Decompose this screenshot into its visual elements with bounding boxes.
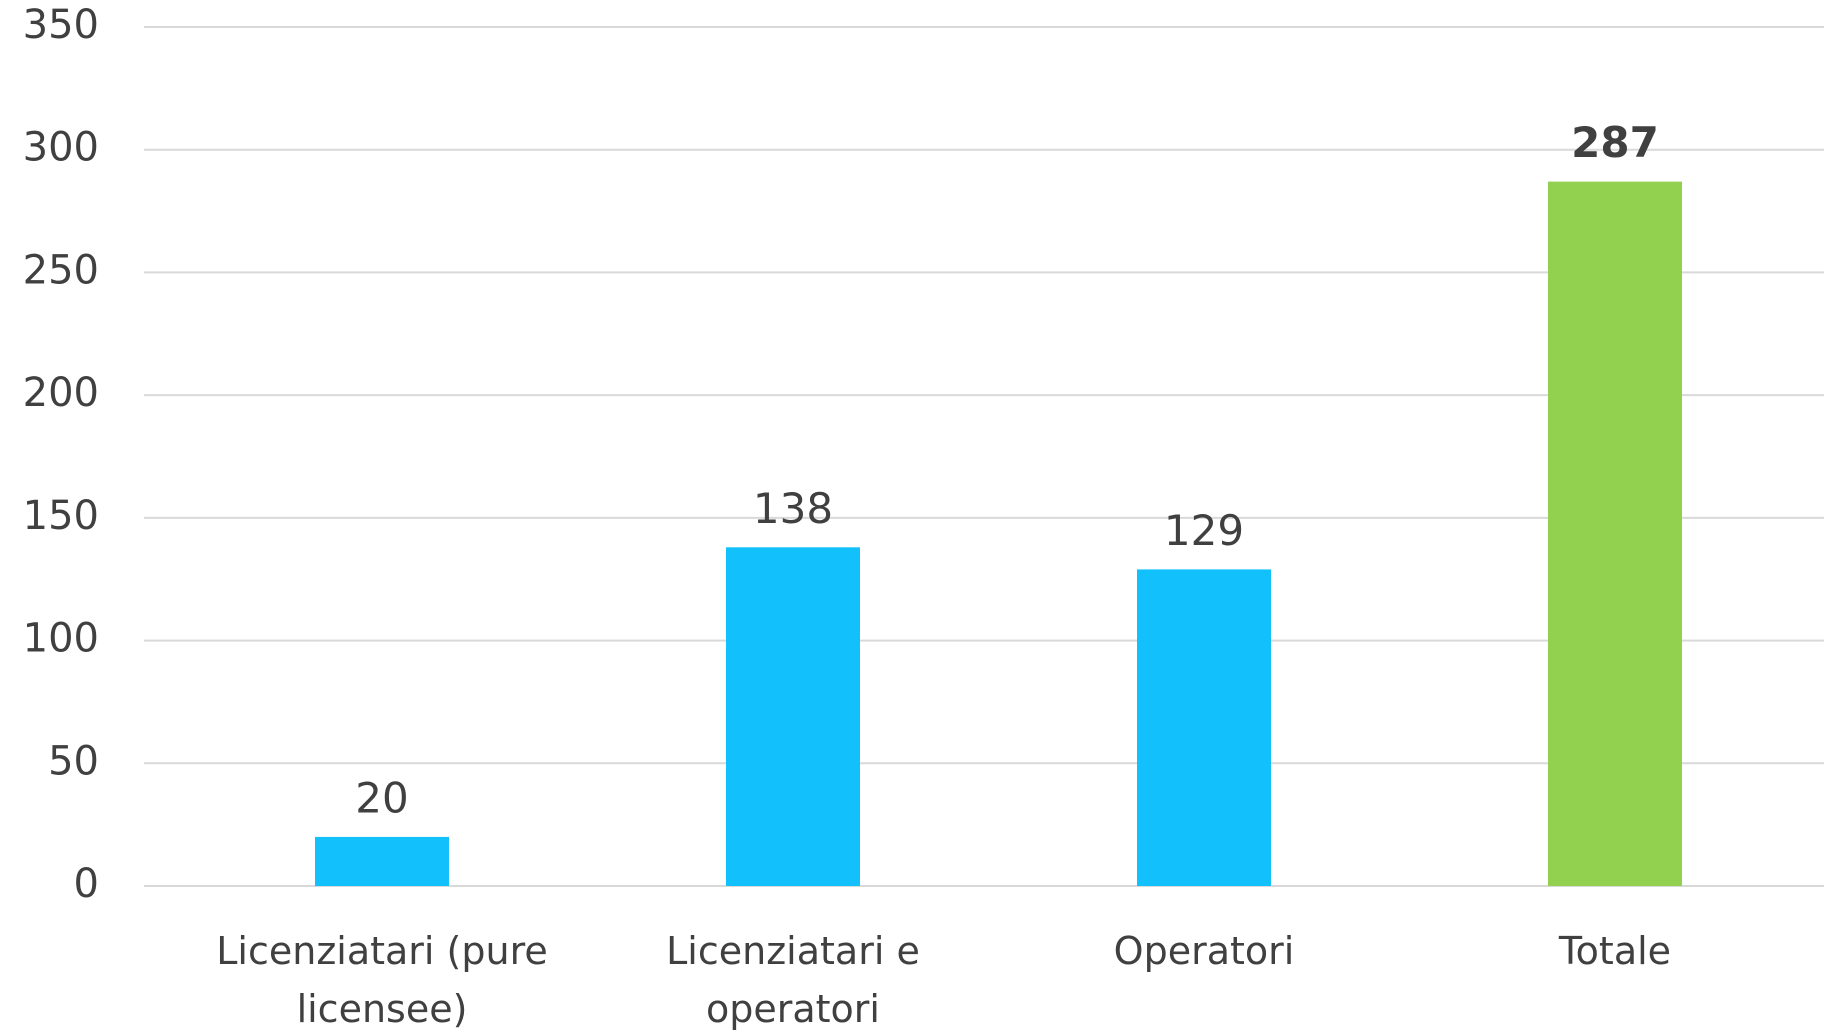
x-tick-label: Licenziatari (pure licensee) <box>216 929 548 1031</box>
y-tick-label: 250 <box>23 247 99 293</box>
value-label: 129 <box>1164 506 1244 555</box>
y-tick-label: 350 <box>23 2 99 48</box>
x-tick-label: Operatori <box>1113 929 1295 973</box>
bar <box>1548 181 1682 886</box>
y-tick-label: 150 <box>23 493 99 539</box>
y-tick-label: 0 <box>74 861 99 907</box>
x-tick-label: Totale <box>1558 929 1672 973</box>
y-tick-label: 50 <box>48 738 99 784</box>
bar <box>1137 569 1271 886</box>
bar <box>315 836 449 886</box>
y-tick-label: 300 <box>23 125 99 171</box>
y-tick-label: 200 <box>23 370 99 416</box>
value-label: 287 <box>1571 118 1659 167</box>
value-label: 20 <box>355 773 408 822</box>
value-label: 138 <box>753 484 833 533</box>
bar <box>726 547 860 886</box>
y-tick-label: 100 <box>23 616 99 662</box>
x-tick-label: Licenziatari e operatori <box>666 929 920 1031</box>
